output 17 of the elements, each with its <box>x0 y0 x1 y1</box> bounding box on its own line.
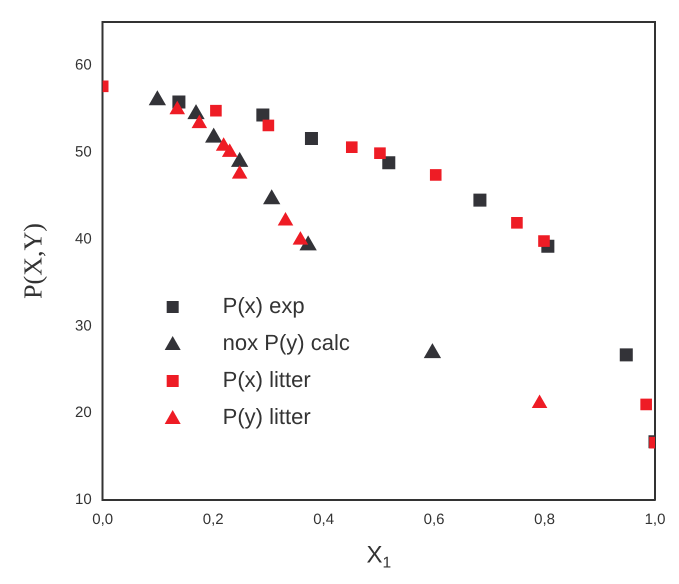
y-tick-label: 30 <box>74 317 92 334</box>
y-tick-label: 20 <box>74 404 92 422</box>
y-tick-label: 60 <box>74 56 92 74</box>
x-tick-label: 0,2 <box>202 511 224 528</box>
legend-label: nox P(y) calc <box>222 330 350 356</box>
x-tick-label: 0,6 <box>424 511 445 528</box>
x-tick-label: 1,0 <box>644 511 666 528</box>
y-axis-title: P(X,Y) <box>18 223 48 299</box>
x-tick-label: 0,8 <box>534 511 555 528</box>
legend-label: P(y) litter <box>222 404 311 430</box>
legend-label: P(x) litter <box>222 367 311 392</box>
x-tick-label: 0,4 <box>313 511 334 528</box>
y-tick-label: 10 <box>74 491 92 508</box>
x-tick-label: 0,0 <box>92 511 114 528</box>
legend-label: P(x) exp <box>222 293 305 318</box>
y-tick-label: 50 <box>74 144 92 161</box>
y-tick-label: 40 <box>74 230 92 248</box>
